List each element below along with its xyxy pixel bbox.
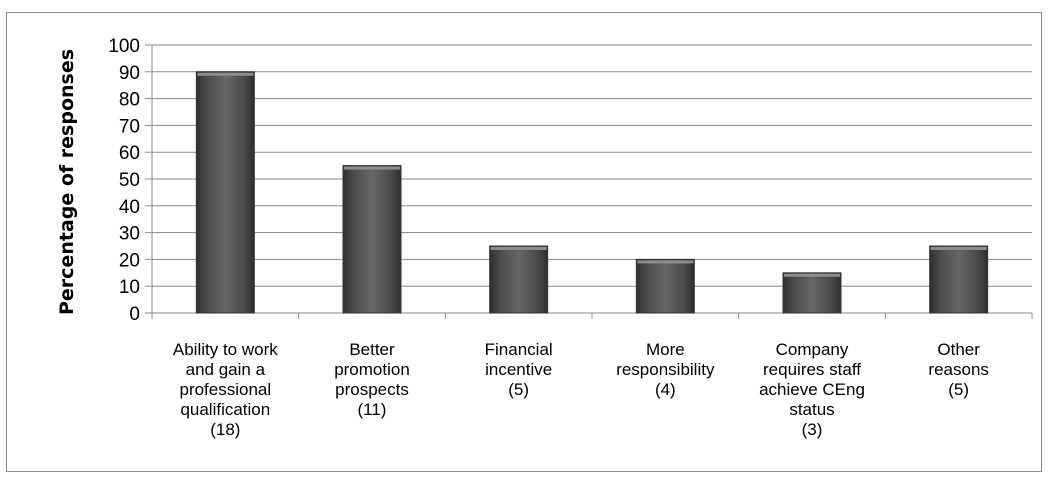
bar	[929, 245, 989, 314]
bar	[489, 245, 549, 314]
bar	[342, 165, 402, 314]
y-tick-label: 100	[108, 36, 140, 57]
x-category-label: Company requires staff achieve CEng status(…	[759, 340, 865, 439]
y-tick-label: 0	[129, 304, 140, 325]
y-tick-label: 40	[119, 197, 140, 218]
bar-top-highlight	[930, 247, 987, 250]
y-tick-label: 20	[119, 250, 140, 271]
x-category-label: Financial incentive (5)	[485, 340, 553, 399]
x-category-label: Ability to work and gain a professional qua…	[173, 340, 278, 439]
x-category-label: Other reasons (5)	[928, 340, 988, 399]
bar-top-highlight	[197, 72, 254, 76]
bar-top-highlight	[784, 273, 840, 277]
bar	[782, 272, 842, 314]
x-category-label: More responsibility (4)	[616, 340, 715, 399]
y-tick-label: 70	[119, 116, 140, 137]
y-tick-label: 30	[119, 224, 140, 245]
bar-top-highlight	[490, 247, 547, 250]
chart-frame	[6, 12, 1042, 472]
y-axis-label: Percentage of responses	[56, 49, 78, 315]
bar	[635, 258, 695, 314]
bar-top-highlight	[344, 166, 400, 170]
y-tick-label: 10	[119, 277, 140, 298]
y-tick-label: 60	[119, 143, 140, 164]
bar-top-highlight	[637, 260, 694, 264]
bar	[195, 71, 255, 314]
y-tick-label: 80	[119, 90, 140, 111]
x-category-label: Better promotion prospects (11)	[334, 340, 410, 419]
y-tick-label: 90	[119, 63, 140, 84]
y-tick-label: 50	[119, 170, 140, 191]
